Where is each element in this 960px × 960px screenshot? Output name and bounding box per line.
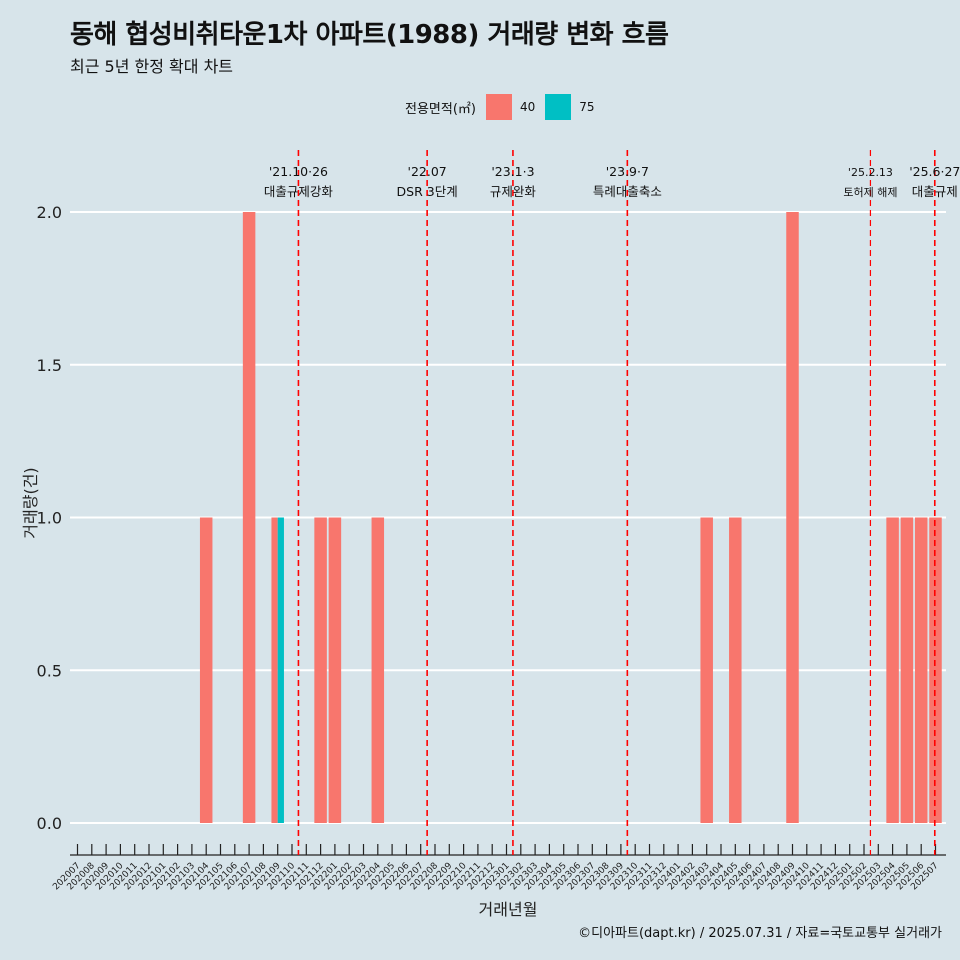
bar-40-202409	[786, 212, 799, 823]
bar-40-202403	[700, 517, 713, 823]
y-tick-label: 1.5	[37, 356, 62, 375]
legend-label-75: 75	[579, 100, 595, 114]
y-tick-label: 1.0	[37, 509, 62, 528]
annotation-date: '25.2.13	[848, 166, 893, 179]
bar-40-202505	[900, 517, 914, 823]
annotation-label: 대출규제	[912, 184, 958, 199]
y-tick-label: 0.0	[37, 814, 62, 833]
annotation-date: '22.07	[408, 164, 447, 179]
legend: 전용면적(㎡) 40 75	[405, 93, 605, 121]
y-axis-title: 거래량(건)	[21, 467, 40, 538]
annotation-label: 규제완화	[490, 184, 537, 199]
legend-item-40: 40	[485, 94, 536, 120]
annotation-date: '23.9·7	[606, 164, 649, 179]
bar-40-202506	[914, 517, 928, 823]
bar-40-202405	[729, 517, 742, 823]
legend-label-40: 40	[519, 100, 536, 114]
legend-swatch-40	[485, 94, 512, 120]
bar-40-202104	[199, 517, 213, 823]
annotation-date: '23.1·3	[491, 164, 534, 179]
legend-title: 전용면적(㎡)	[405, 101, 476, 117]
bar-40-202109	[271, 517, 278, 823]
bar-40-202112	[314, 517, 327, 823]
chart-subtitle: 최근 5년 한정 확대 차트	[70, 57, 234, 76]
bar-75-202109	[277, 517, 284, 823]
annotation-date: '25.6·27	[909, 164, 960, 179]
bar-40-202107	[242, 212, 256, 823]
y-tick-label: 2.0	[37, 203, 62, 222]
bar-40-202504	[886, 517, 899, 823]
annotation-label: 특례대출축소	[593, 184, 662, 199]
y-tick-label: 0.5	[37, 661, 62, 680]
source-caption: ©디아파트(dapt.kr) / 2025.07.31 / 자료=국토교통부 실…	[578, 926, 942, 941]
x-axis-title: 거래년월	[479, 900, 538, 919]
annotation-date: '21.10·26	[269, 164, 328, 179]
legend-item-75: 75	[545, 94, 595, 120]
annotation-label: 토허제 해제	[843, 185, 897, 199]
annotation-label: 대출규제강화	[264, 184, 334, 199]
legend-swatch-75	[545, 94, 572, 120]
bar-40-202204	[371, 517, 385, 823]
annotation-label: DSR 3단계	[397, 184, 458, 199]
chart-title: 동해 협성비취타운1차 아파트(1988) 거래량 변화 흐름	[70, 20, 669, 50]
bar-40-202201	[328, 517, 342, 823]
